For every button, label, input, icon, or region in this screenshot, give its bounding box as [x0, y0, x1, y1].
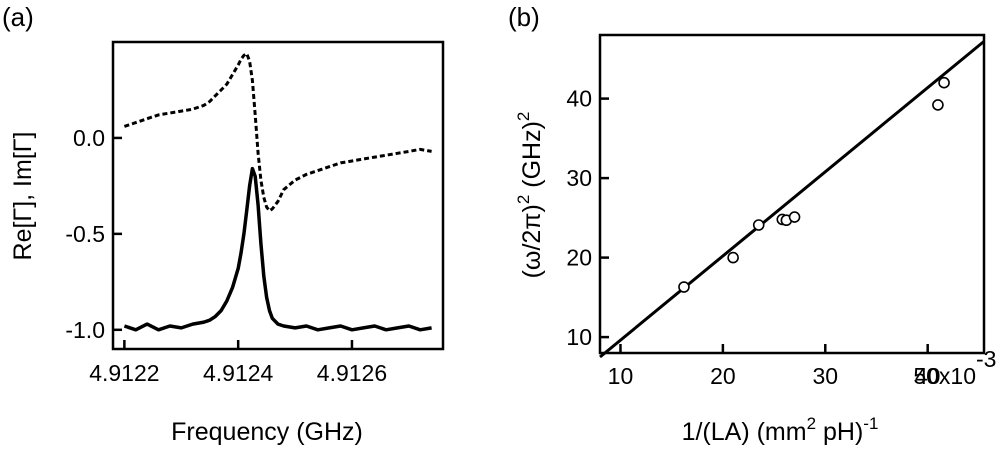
panel-a-x-axis-title: Frequency (GHz) — [171, 418, 363, 446]
panel-b-fit-line — [599, 40, 985, 359]
panel-a-series-re-gamma — [123, 52, 432, 213]
panel-a-frame — [111, 40, 445, 351]
panel-b-x-axis-title: 1/(LA) (mm2 pH)-1 — [682, 414, 879, 446]
panel-a-x-tick-label: 4.9122 — [89, 360, 159, 386]
panel-b-data-point — [932, 99, 944, 111]
panel-b-frame — [598, 33, 986, 355]
panel-b-x-axis-title-part-a: 1/(LA) (mm — [682, 418, 807, 446]
panel-b-x-tick-label: 40 — [915, 363, 941, 389]
panel-b-y-axis-title-exp-1: 2 — [514, 195, 533, 204]
panel-b-x-axis-title-part-c: pH) — [816, 418, 863, 446]
panel-b-data-point — [788, 211, 801, 223]
panel-b-y-tick-label: 40 — [566, 86, 592, 112]
panel-b-data-point — [678, 281, 690, 293]
panel-b-x-tick-label: 20 — [710, 363, 736, 389]
panel-b-y-axis-title-part-a: (ω/2π) — [518, 204, 546, 278]
panel-b-x-tick-label: 50x10 — [913, 363, 976, 389]
panel-b-y-axis-title-part-c: (GHz) — [518, 121, 546, 195]
panel-b-y-tick-label: 20 — [566, 245, 592, 271]
panel-a-y-tick-label: 0.0 — [73, 125, 105, 151]
panel-b-y-axis-title-exp-2: 2 — [514, 112, 533, 121]
panel-b-x-axis-title-exp-1: 2 — [807, 414, 816, 433]
panel-a-label: (a) — [2, 2, 34, 32]
panel-a-y-axis-title: Re[Γ], Im[Γ] — [9, 132, 37, 261]
panel-b-data-point — [727, 251, 739, 264]
panel-b-x-tick-label: 30 — [812, 363, 838, 389]
panel-a-series-im-gamma — [123, 166, 432, 332]
panel-b-x-tick-label: 10 — [608, 363, 634, 389]
panel-b-x-scale-exponent: -3 — [976, 346, 996, 372]
panel-a-x-tick-label: 4.9126 — [317, 360, 387, 386]
panel-b-label: (b) — [508, 2, 540, 32]
panel-b-data-point — [752, 219, 765, 231]
panel-b-data-point — [938, 76, 950, 89]
panel-a-y-tick-label: -0.5 — [65, 221, 105, 247]
panel-b-y-tick-label: 30 — [566, 165, 592, 191]
panel-b-x-axis-title-exp-2: -1 — [863, 414, 878, 433]
panel-b-y-tick-label: 10 — [566, 324, 592, 350]
panel-a-x-tick-label: 4.9124 — [203, 360, 274, 386]
panel-b-y-axis-title: (ω/2π)2 (GHz)2 — [514, 112, 546, 279]
panel-a-y-tick-label: -1.0 — [65, 317, 105, 343]
panel-a: (a) 0.0 -0.5 -1.0 4.9122 4.9124 4.9126 Frequ… — [2, 2, 445, 446]
